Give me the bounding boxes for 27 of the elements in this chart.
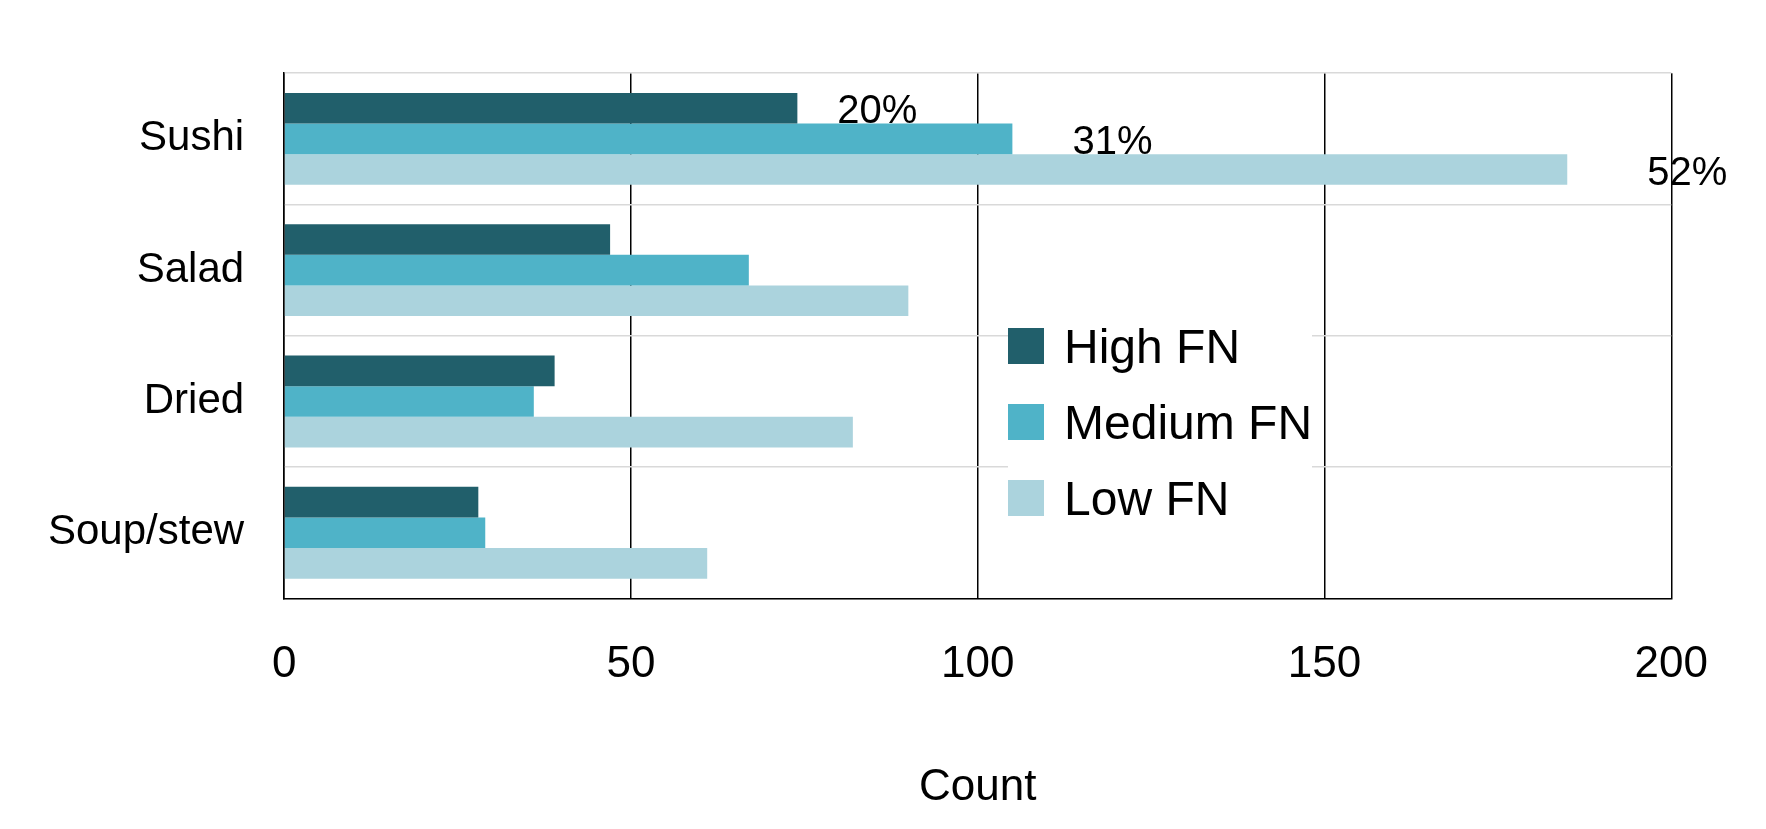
x-tick-label: 0: [271, 636, 297, 686]
y-tick-label: Salad: [136, 243, 245, 291]
legend-label: Low FN: [1064, 470, 1230, 526]
y-tick-label: Sushi: [139, 112, 245, 160]
y-tick-label: Dried: [143, 375, 245, 423]
x-tick-label: 150: [1287, 636, 1362, 686]
x-axis-title: Count: [918, 759, 1037, 809]
bar: [284, 285, 909, 317]
x-tick-label: 200: [1634, 636, 1708, 686]
x-tick-label: 100: [940, 636, 1015, 686]
bar: [284, 517, 486, 549]
legend-label: Medium FN: [1064, 394, 1313, 450]
annotation: 31%: [1072, 117, 1153, 162]
bar: [284, 123, 1013, 155]
bar: [284, 224, 611, 255]
bar: [284, 92, 798, 124]
bar: [284, 548, 708, 579]
bar: [284, 386, 534, 417]
bar: [284, 154, 1568, 185]
bar: [284, 355, 555, 387]
bar: [284, 416, 853, 448]
bar: [284, 254, 749, 286]
annotation: 20%: [837, 87, 918, 132]
legend-label: High FN: [1064, 318, 1241, 374]
y-tick-label: Soup/stew: [47, 506, 245, 554]
bar: [284, 486, 479, 518]
x-tick-label: 50: [606, 636, 656, 686]
